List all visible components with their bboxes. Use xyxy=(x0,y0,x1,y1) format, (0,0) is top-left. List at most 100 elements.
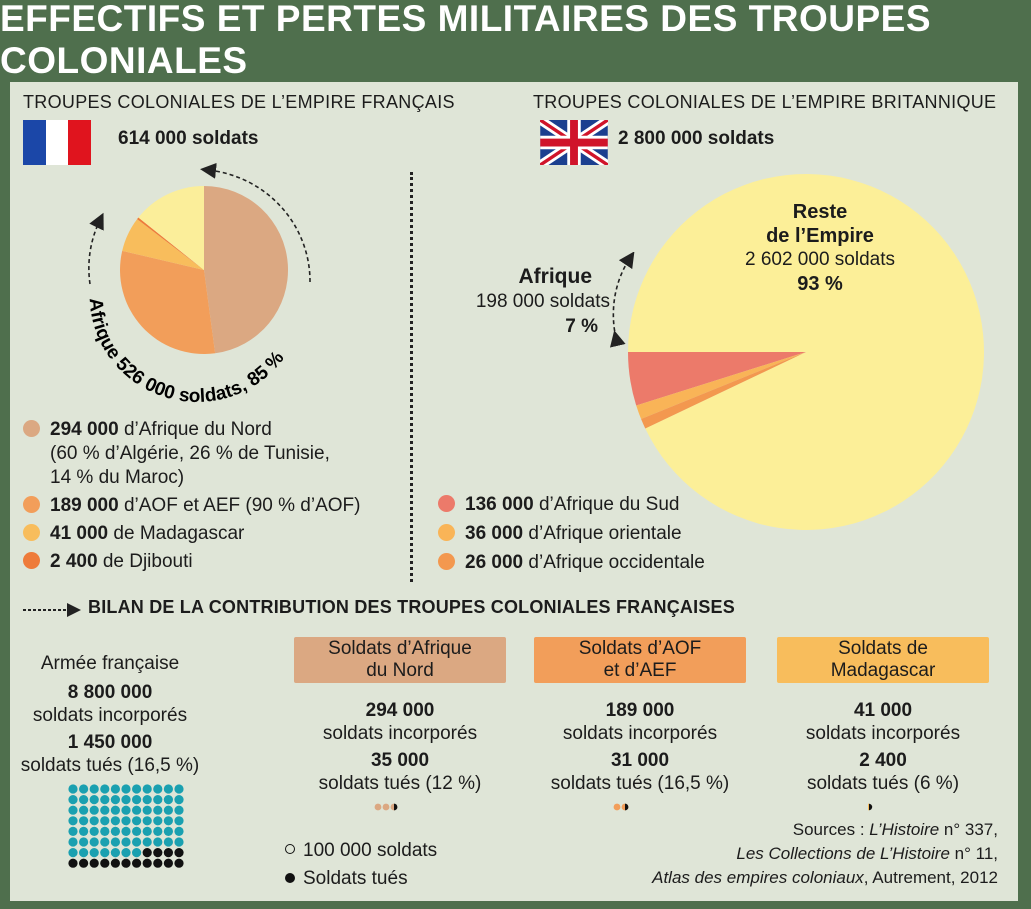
open-dot-icon xyxy=(285,844,295,854)
britain-reste-label: Reste de l’Empire 2 602 000 soldats 93 % xyxy=(744,201,895,295)
france-legend: 294 000 d’Afrique du Nord (60 % d’Algéri… xyxy=(23,418,360,574)
legend-dot-icon xyxy=(438,495,455,512)
dot-soldat xyxy=(132,848,142,858)
armee-dot-grid xyxy=(68,784,184,868)
dot-soldat xyxy=(142,837,152,847)
dot-soldat xyxy=(110,848,120,858)
pie-slice-afrique-sud xyxy=(628,352,806,406)
aof-aef-dots xyxy=(613,803,629,811)
madagascar-dots xyxy=(868,803,873,811)
dot-soldat xyxy=(142,805,152,815)
legend-dot-icon xyxy=(23,552,40,569)
dot-tue xyxy=(68,858,78,868)
legend-dot-icon xyxy=(438,553,455,570)
britain-legend-item-occidentale: 26 000 d’Afrique occidentale xyxy=(438,548,705,577)
dot-soldat xyxy=(174,837,184,847)
page-title: EFFECTIFS ET PERTES MILITAIRES DES TROUP… xyxy=(0,0,932,81)
dot-soldat xyxy=(89,805,99,815)
france-arc-arrow-left xyxy=(88,212,104,285)
legend-dot-icon xyxy=(23,420,40,437)
dot-soldat xyxy=(79,826,89,836)
france-legend-item-djibouti: 2 400 de Djibouti xyxy=(23,550,360,574)
britain-afrique-label: Afrique 198 000 soldats 7 % xyxy=(475,265,610,337)
dot-soldat xyxy=(142,795,152,805)
pie-slice-afrique-orientale xyxy=(636,352,806,420)
dot-soldat xyxy=(110,784,120,794)
dot-soldat xyxy=(174,805,184,815)
dot-soldat xyxy=(132,784,142,794)
dot-soldat xyxy=(132,795,142,805)
dot-soldat xyxy=(163,805,173,815)
dot-soldat xyxy=(68,805,78,815)
dot-tue xyxy=(79,858,89,868)
dot-soldat xyxy=(100,805,110,815)
britain-heading: TROUPES COLONIALES DE L’EMPIRE BRITANNIQ… xyxy=(533,92,997,112)
france-pie-chart: Afrique 526 000 soldats, 85 % xyxy=(85,162,311,407)
dot-soldat xyxy=(163,837,173,847)
dot-soldat xyxy=(132,816,142,826)
pie-slice-other xyxy=(138,186,204,270)
dot-soldat xyxy=(79,816,89,826)
dot-soldat xyxy=(79,795,89,805)
dot-soldat xyxy=(153,816,163,826)
armee-tues-label: soldats tués (16,5 %) xyxy=(20,755,200,776)
pie-slice-afrique-occidentale xyxy=(641,352,806,429)
armee-incorpores: 8 800 000 xyxy=(67,682,153,703)
dot-tue xyxy=(100,858,110,868)
dot-tue xyxy=(89,858,99,868)
france-pie-slices xyxy=(120,186,289,355)
france-legend-note: (60 % d’Algérie, 26 % de Tunisie, xyxy=(50,443,330,464)
dot-soldat xyxy=(163,795,173,805)
dot-tue xyxy=(163,858,173,868)
dot-tue xyxy=(121,858,131,868)
dot-soldat xyxy=(68,837,78,847)
bilan-armee-column: Armée française 8 800 000 soldats incorp… xyxy=(10,652,210,777)
legend-dot-icon xyxy=(23,524,40,541)
dot-soldat xyxy=(100,837,110,847)
dot-soldat xyxy=(100,795,110,805)
britain-legend: 136 000 d’Afrique du Sud 36 000 d’Afriqu… xyxy=(438,490,705,577)
dot-soldat xyxy=(174,784,184,794)
dot-tue xyxy=(132,858,142,868)
dot-soldat xyxy=(100,816,110,826)
dot-soldat xyxy=(142,826,152,836)
box-afrique-nord: Soldats d’Afrique du Nord xyxy=(294,637,506,683)
dot-soldat xyxy=(100,848,110,858)
legend-dot-icon xyxy=(23,496,40,513)
bilan-column-afrique-nord: 294 000 soldats incorporés 35 000 soldats … xyxy=(318,700,482,794)
france-total: 614 000 soldats xyxy=(118,128,259,149)
dot-soldat xyxy=(153,837,163,847)
dot-tue xyxy=(153,848,163,858)
france-arc-arrow-top xyxy=(200,162,311,283)
dot-soldat xyxy=(174,816,184,826)
dot-soldat xyxy=(121,816,131,826)
dot-soldat xyxy=(121,837,131,847)
filled-dot-icon xyxy=(285,873,295,883)
uk-flag-icon xyxy=(540,120,608,165)
dot-soldat xyxy=(110,816,120,826)
dot-soldat xyxy=(163,784,173,794)
britain-legend-item-orientale: 36 000 d’Afrique orientale xyxy=(438,519,705,548)
dot-soldat xyxy=(79,837,89,847)
dot-soldat xyxy=(68,784,78,794)
box-aof-aef: Soldats d’AOF et d’AEF xyxy=(534,637,746,683)
armee-label: Armée française xyxy=(40,653,180,674)
dot-soldat xyxy=(132,826,142,836)
key-soldats: 100 000 soldats xyxy=(285,837,437,865)
dot-soldat xyxy=(142,816,152,826)
dot-soldat xyxy=(121,805,131,815)
afrique-nord-dots xyxy=(374,803,398,811)
section-divider xyxy=(410,172,413,582)
france-legend-note: 14 % du Maroc) xyxy=(50,467,185,488)
britain-pie-chart xyxy=(628,174,984,531)
britain-pie-slices xyxy=(628,174,984,531)
france-legend-item-afrique-nord: 294 000 d’Afrique du Nord xyxy=(23,418,360,442)
dot-tue xyxy=(110,858,120,868)
pie-slice-afrique-nord xyxy=(204,186,289,354)
france-flag-icon xyxy=(23,120,92,165)
pie-slice-aof-aef xyxy=(120,250,216,355)
dot-soldat xyxy=(89,784,99,794)
bilan-column-aof-aef: 189 000 soldats incorporés 31 000 soldats … xyxy=(550,700,730,794)
dot-soldat xyxy=(132,837,142,847)
dot-soldat xyxy=(100,784,110,794)
